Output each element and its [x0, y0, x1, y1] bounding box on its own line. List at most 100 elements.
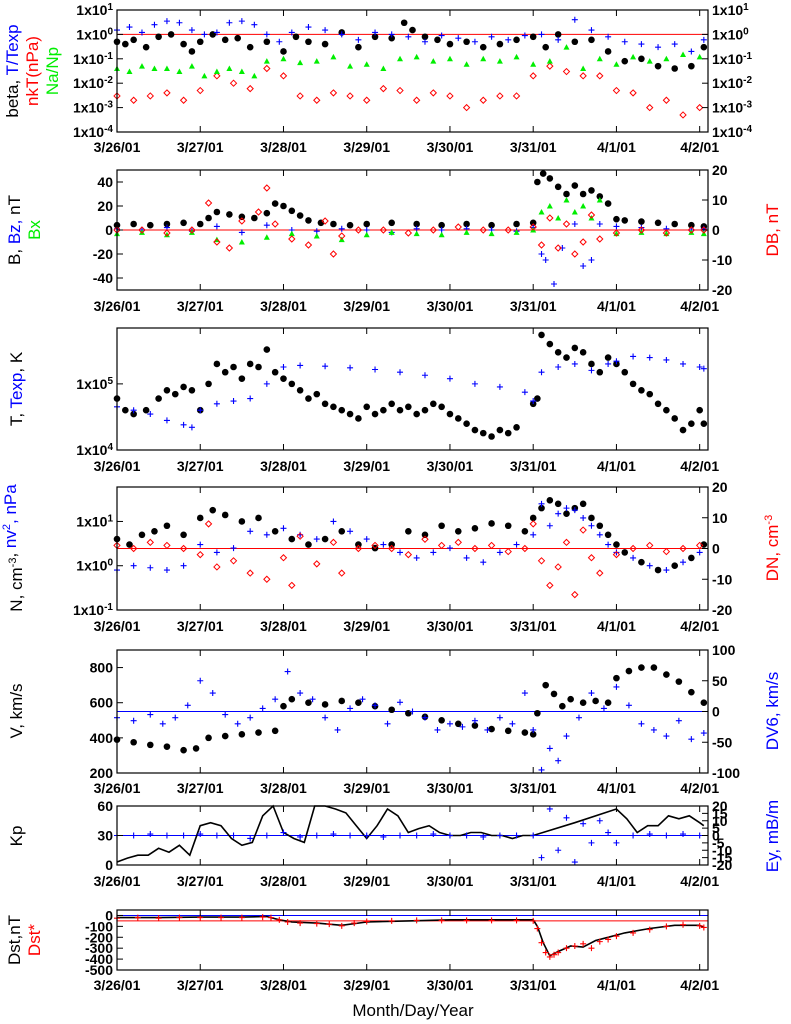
point-Bz [538, 251, 545, 257]
point-beta [130, 36, 137, 44]
point-nv2 [413, 554, 420, 561]
point-T [621, 368, 629, 376]
y-right-tick-label: -20 [712, 857, 732, 873]
point-DB [579, 238, 587, 246]
point-nv2 [530, 531, 537, 538]
x-tick-label: 4/2/01 [680, 977, 719, 993]
point-DB [504, 226, 512, 234]
point-N [671, 562, 679, 570]
point-DB [554, 244, 562, 252]
point-Ey [563, 814, 570, 821]
point-Bz [580, 263, 587, 269]
point-B [238, 213, 246, 221]
y-right-tick-label: 1x100 [712, 26, 749, 42]
point-T/Texp [213, 29, 220, 36]
y-tick-label: 1x10-1 [73, 602, 113, 618]
point-Na/Np [413, 53, 420, 60]
point-DN [537, 557, 546, 565]
point-B [388, 219, 395, 227]
point-T [679, 426, 687, 434]
point-Ey [330, 831, 337, 838]
frame-beta [116, 9, 709, 133]
point-DV6 [688, 736, 695, 743]
frame-T [116, 327, 709, 451]
point-N [255, 514, 262, 522]
point-T/Texp [263, 31, 270, 38]
point-N [321, 535, 329, 543]
point-nv2 [363, 536, 370, 543]
y-right-tick-label: 20 [712, 798, 728, 814]
point-Texp [230, 398, 237, 405]
y-axis-label: beta, T/Texp [3, 24, 22, 117]
y-right-tick-label: 1x10-4 [712, 124, 752, 140]
point-DV6 [259, 705, 266, 712]
point-Na/Np [297, 59, 304, 66]
point-DN [404, 550, 413, 559]
point-DV6 [434, 726, 441, 733]
point-DV6 [563, 733, 570, 740]
point-Texp [372, 366, 379, 373]
y-tick-label: -500 [85, 962, 113, 978]
x-tick-label: 3/27/01 [177, 873, 224, 889]
point-T/Texp [388, 31, 395, 38]
point-DN [662, 547, 671, 556]
point-Na/Np [347, 63, 354, 69]
y-right-tick-label: 1x10-3 [712, 100, 752, 116]
point-V [521, 729, 529, 736]
x-tick-label: 3/28/01 [260, 139, 307, 155]
point-Na/Np [280, 55, 287, 62]
point-nv2 [696, 549, 703, 556]
point-T [430, 400, 437, 408]
point-nkT(nPa) [512, 92, 521, 100]
point-V [280, 702, 287, 710]
point-Dst* [605, 936, 612, 943]
point-Dst* [696, 922, 703, 929]
point-T/Texp [571, 16, 578, 23]
point-DV6 [284, 668, 291, 675]
point-Dst* [530, 917, 537, 924]
point-Na/Np [646, 58, 653, 64]
point-beta [305, 38, 312, 46]
point-Bx [555, 215, 562, 221]
point-V [650, 664, 658, 671]
point-Dst* [326, 921, 333, 928]
point-T [163, 386, 171, 394]
point-V [405, 709, 412, 717]
x-tick-label: 3/29/01 [343, 977, 390, 993]
point-Dst* [134, 914, 141, 921]
point-Ey [571, 859, 578, 866]
point-Na/Np [213, 68, 220, 75]
point-Na/Np [163, 65, 170, 72]
point-Bx [538, 209, 545, 215]
point-Bz [263, 222, 270, 229]
point-beta [604, 48, 612, 55]
point-N [454, 527, 462, 535]
y-right-tick-label: 1x10-1 [712, 51, 752, 67]
point-T/Texp [151, 21, 158, 28]
point-DV6 [322, 714, 329, 721]
point-nkT(nPa) [146, 92, 155, 100]
point-N [471, 525, 479, 532]
series-Na/Np [114, 44, 703, 79]
point-DB [379, 226, 388, 234]
point-nv2 [630, 554, 637, 561]
point-beta [355, 43, 362, 51]
point-Ey [530, 832, 537, 839]
point-V [638, 664, 645, 671]
point-DN [554, 563, 562, 571]
point-T [463, 420, 470, 427]
x-tick-label: 3/29/01 [343, 873, 390, 889]
point-Dst* [276, 916, 283, 923]
x-tick-label: 3/26/01 [94, 458, 141, 474]
point-DV6 [347, 705, 354, 712]
y-tick-label: -40 [93, 270, 113, 286]
point-Dst* [488, 917, 495, 924]
panel-Dst: 3/26/01 3/27/01 3/28/01 3/29/01 3/30/01 3/31/… [5, 907, 719, 993]
point-beta [155, 33, 162, 41]
point-T/Texp [588, 27, 595, 34]
point-V [534, 709, 541, 717]
point-DV6 [546, 745, 553, 752]
point-nkT(nPa) [246, 84, 254, 93]
series-DV6 [114, 668, 707, 773]
y-right-tick-label: 5 [712, 820, 720, 836]
